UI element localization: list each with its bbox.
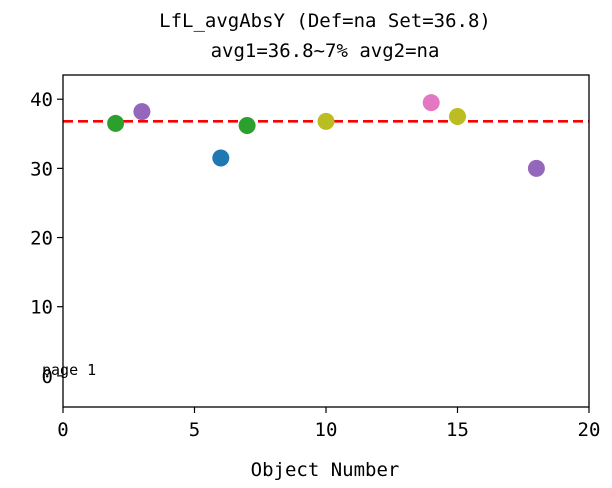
x-axis-label: Object Number [251, 459, 400, 481]
y-tick-label-10: 10 [30, 297, 53, 319]
data-point-1 [107, 114, 125, 132]
y-tick-label-40: 40 [30, 89, 53, 111]
y-tick-label-20: 20 [30, 228, 53, 250]
data-point-3 [212, 149, 230, 167]
x-tick-label-15: 15 [446, 419, 469, 441]
chart-title-line-2: avg1=36.8~7% avg2=na [211, 40, 440, 62]
plot-area: 0 5 10 15 20 0 10 20 30 40 page 1 [30, 74, 601, 441]
x-tick-label-20: 20 [578, 419, 601, 441]
page-annotation: page 1 [42, 361, 96, 379]
data-point-5 [317, 112, 335, 130]
data-point-8 [527, 159, 545, 177]
data-point-4 [238, 116, 256, 134]
x-tick-label-10: 10 [315, 419, 338, 441]
data-point-6 [422, 94, 440, 112]
data-point-2 [133, 103, 151, 121]
data-point-7 [449, 108, 466, 125]
y-tick-label-30: 30 [30, 158, 53, 180]
y-tick-label-0: 0 [42, 366, 53, 388]
x-tick-label-0: 0 [57, 419, 68, 441]
x-tick-label-5: 5 [189, 419, 200, 441]
chart-title-line-1: LfL_avgAbsY (Def=na Set=36.8) [159, 10, 491, 32]
